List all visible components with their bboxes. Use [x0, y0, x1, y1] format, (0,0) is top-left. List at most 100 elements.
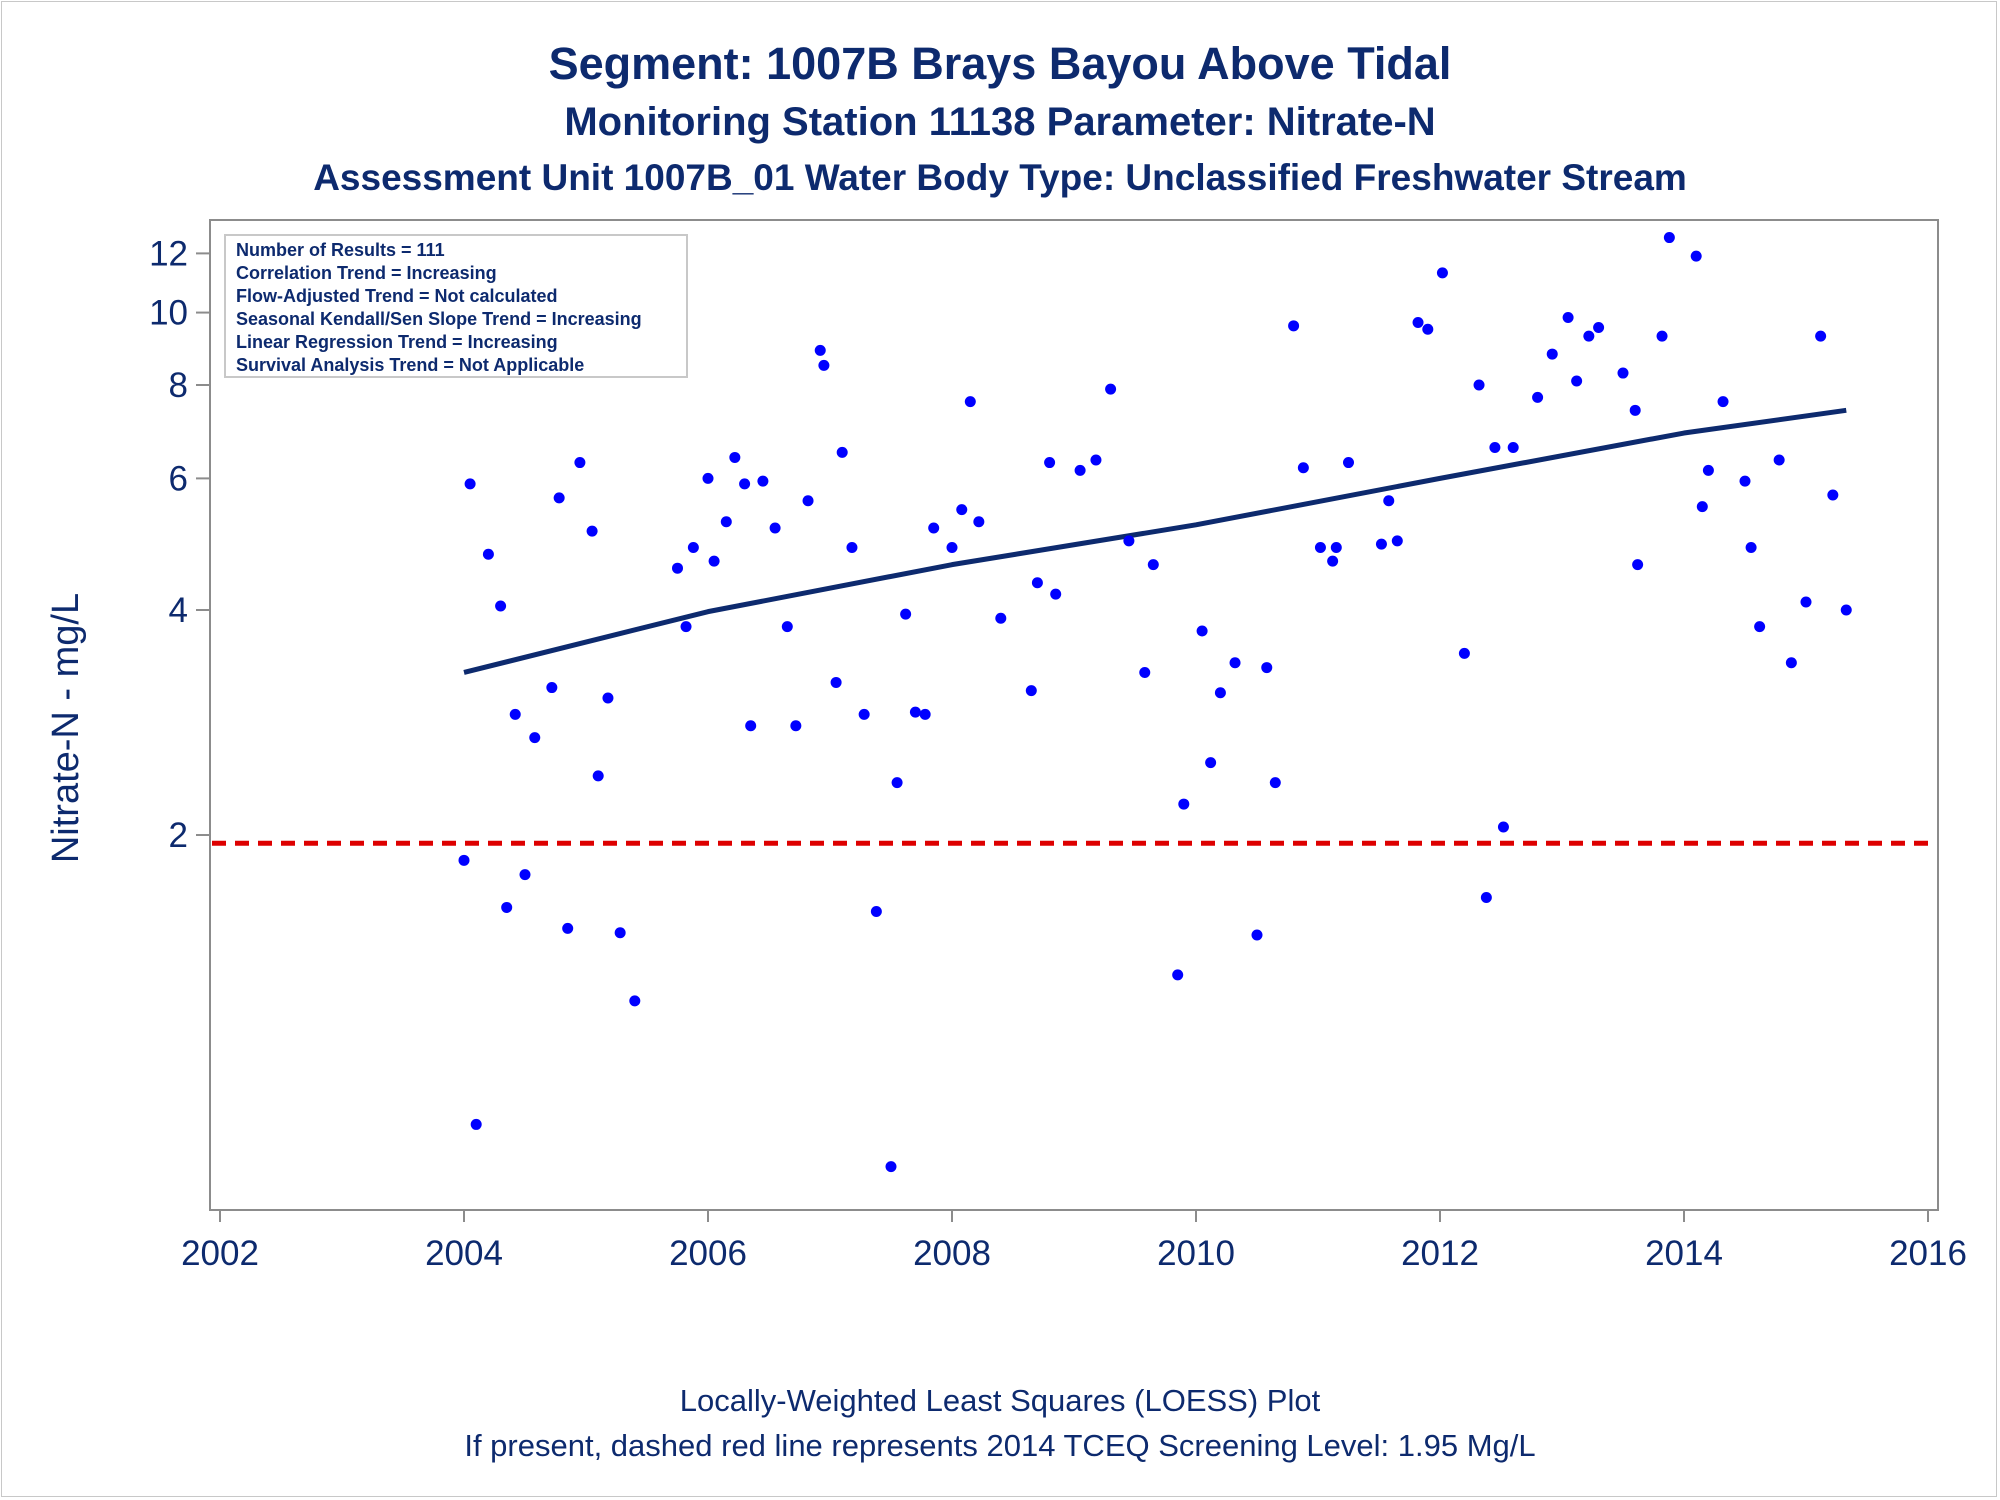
stats-line: Number of Results = 111	[236, 240, 445, 260]
data-point	[1205, 757, 1217, 769]
data-point	[1745, 541, 1757, 553]
data-points	[458, 232, 1852, 1173]
data-point	[1480, 891, 1492, 903]
data-point	[1532, 391, 1544, 403]
data-point	[1546, 348, 1558, 360]
y-tick-label: 8	[169, 366, 188, 405]
data-point	[1375, 538, 1387, 550]
data-point	[1383, 495, 1395, 507]
data-point	[1074, 464, 1086, 476]
y-axis: 2 4 6 8 10 12	[149, 234, 210, 855]
data-point	[757, 475, 769, 487]
data-point	[1497, 821, 1509, 833]
data-point	[1840, 604, 1852, 616]
data-point	[1251, 929, 1263, 941]
x-tick-label: 2008	[913, 1234, 991, 1273]
data-point	[1489, 441, 1501, 453]
data-point	[745, 720, 757, 732]
data-point	[1391, 535, 1403, 547]
data-point	[1773, 454, 1785, 466]
data-point	[1025, 685, 1037, 697]
data-point	[814, 344, 826, 356]
data-point	[529, 732, 541, 744]
data-point	[1123, 535, 1135, 547]
data-point	[458, 854, 470, 866]
data-point	[858, 708, 870, 720]
data-point	[1147, 559, 1159, 571]
data-point	[1288, 320, 1300, 332]
data-point	[1593, 322, 1605, 334]
data-point	[1031, 577, 1043, 589]
data-point	[973, 516, 985, 528]
data-point	[1663, 232, 1675, 244]
data-point	[509, 708, 521, 720]
data-point	[1422, 323, 1434, 335]
stats-box	[224, 234, 688, 378]
data-point	[956, 504, 968, 516]
data-point	[891, 777, 903, 789]
data-point	[1629, 404, 1641, 416]
data-point	[1717, 396, 1729, 408]
chart-title: Segment: 1007B Brays Bayou Above Tidal	[548, 38, 1452, 89]
data-point	[672, 562, 683, 574]
stats-line: Correlation Trend = Increasing	[236, 263, 497, 283]
data-point	[964, 396, 976, 408]
data-point	[1800, 596, 1812, 608]
data-point	[501, 901, 513, 913]
data-point	[464, 478, 476, 490]
x-tick-label: 2004	[425, 1234, 503, 1273]
data-point	[482, 548, 494, 560]
data-point	[818, 359, 830, 371]
x-tick-label: 2006	[669, 1234, 747, 1273]
data-point	[900, 608, 912, 620]
data-point	[720, 516, 732, 528]
data-point	[687, 541, 699, 553]
y-axis-label: Nitrate-N - mg/L	[45, 593, 87, 863]
data-point	[1297, 462, 1309, 474]
stats-line: Flow-Adjusted Trend = Not calculated	[236, 286, 558, 306]
y-tick-label: 2	[169, 816, 188, 855]
data-point	[1507, 441, 1519, 453]
data-point	[1050, 588, 1062, 600]
stats-line: Linear Regression Trend = Increasing	[236, 332, 558, 352]
data-point	[562, 922, 574, 934]
data-point	[729, 451, 741, 463]
data-point	[1436, 267, 1448, 279]
data-point	[1214, 687, 1226, 699]
data-point	[1617, 367, 1629, 379]
x-axis: 2002 2004 2006 2008 2010 2012 2014 2016	[181, 1210, 1967, 1273]
x-tick-label: 2016	[1889, 1234, 1967, 1273]
data-point	[1269, 777, 1281, 789]
data-point	[1656, 330, 1668, 342]
data-point	[909, 706, 921, 718]
data-point	[1330, 541, 1342, 553]
data-point	[1178, 798, 1190, 810]
x-tick-label: 2002	[181, 1234, 259, 1273]
data-point	[802, 495, 814, 507]
stats-line: Survival Analysis Trend = Not Applicable	[236, 355, 584, 375]
y-tick-label: 12	[149, 234, 188, 273]
data-point	[1105, 383, 1117, 395]
data-point	[1739, 475, 1751, 487]
x-tick-label: 2010	[1157, 1234, 1235, 1273]
data-point	[1702, 464, 1714, 476]
data-point	[1172, 969, 1184, 981]
data-point	[1090, 454, 1102, 466]
x-tick-label: 2014	[1645, 1234, 1723, 1273]
y-tick-label: 6	[169, 459, 188, 498]
data-point	[495, 600, 507, 612]
data-point	[1473, 379, 1485, 391]
data-point	[592, 770, 604, 782]
data-point	[995, 612, 1007, 624]
plot-area	[209, 219, 1939, 1211]
data-point	[1827, 489, 1839, 501]
data-point	[519, 869, 531, 881]
data-point	[1139, 666, 1151, 678]
data-point	[781, 621, 793, 633]
data-point	[702, 472, 714, 484]
chart-subtitle-2: Assessment Unit 1007B_01 Water Body Type…	[313, 157, 1687, 198]
data-point	[769, 522, 781, 534]
data-point	[553, 492, 565, 504]
